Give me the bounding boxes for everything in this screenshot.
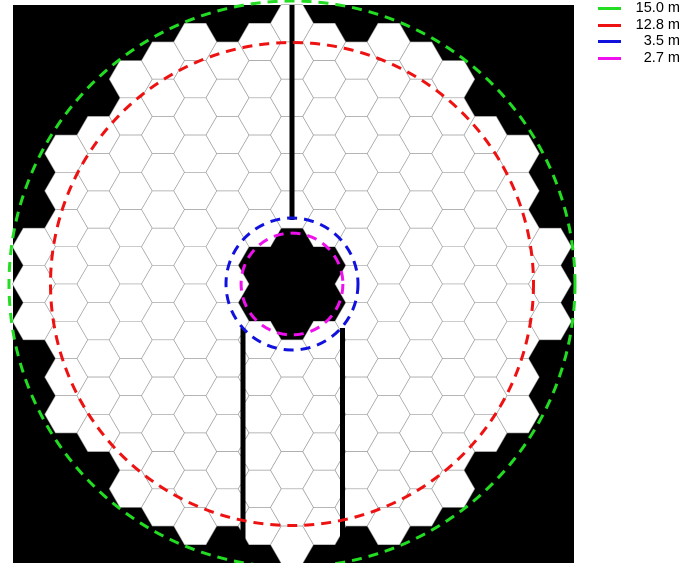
mirror-diagram	[7, 0, 577, 563]
legend-swatch-blue	[598, 40, 621, 43]
legend-swatch-green	[598, 7, 621, 10]
legend-item-3-5m: 3.5 m	[596, 33, 684, 50]
legend-label: 2.7 m	[643, 49, 680, 66]
top-spider-vane	[289, 5, 295, 220]
circle-128m	[49, 41, 535, 527]
diameter-circles	[7, 0, 577, 563]
legend-swatch-magenta	[598, 56, 621, 60]
legend-item-15m: 15.0 m	[596, 0, 684, 17]
circle-150m	[7, 0, 577, 563]
support-structure	[240, 5, 345, 563]
legend-label: 12.8 m	[635, 16, 680, 33]
legend-label: 3.5 m	[643, 33, 680, 49]
central-obscuration	[253, 239, 331, 329]
legend-label: 15.0 m	[635, 0, 680, 16]
mirror-segment	[528, 302, 572, 341]
legend-item-2-7m: 2.7 m	[596, 50, 684, 67]
bottom-right-support-beam	[340, 328, 345, 563]
legend-swatch-red	[598, 23, 621, 27]
bottom-left-support-beam	[240, 328, 246, 563]
circle-35m	[224, 216, 360, 352]
circle-27m	[239, 231, 345, 337]
legend: 15.0 m 12.8 m 3.5 m 2.7 m	[596, 0, 684, 66]
hex-segment-grid	[12, 4, 572, 563]
legend-item-12-8m: 12.8 m	[596, 17, 684, 34]
